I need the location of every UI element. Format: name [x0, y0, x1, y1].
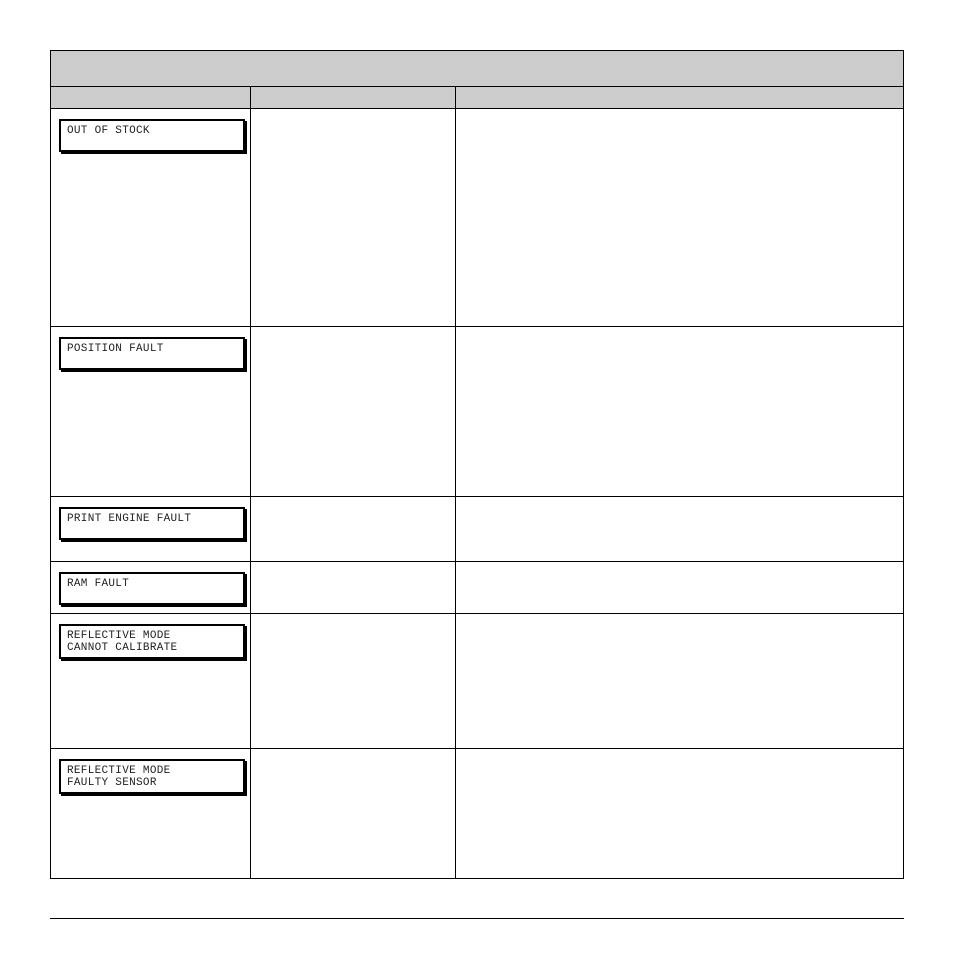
- lcd-display: OUT OF STOCK: [59, 119, 245, 152]
- col-header-display: [51, 87, 251, 109]
- footer-rule: [50, 918, 904, 919]
- lcd-line: RAM FAULT: [67, 578, 237, 590]
- table-title-row: [51, 51, 904, 87]
- lcd-display: POSITION FAULT: [59, 337, 245, 370]
- cell-display: RAM FAULT: [51, 562, 251, 614]
- table-row: PRINT ENGINE FAULT: [51, 497, 904, 562]
- cell-display: OUT OF STOCK: [51, 109, 251, 327]
- lcd-display: PRINT ENGINE FAULT: [59, 507, 245, 540]
- col-header-remedy: [456, 87, 904, 109]
- cell-cause: [251, 562, 456, 614]
- cell-display: PRINT ENGINE FAULT: [51, 497, 251, 562]
- lcd-line: PRINT ENGINE FAULT: [67, 513, 237, 525]
- lcd-display: REFLECTIVE MODE FAULTY SENSOR: [59, 759, 245, 794]
- fault-table: OUT OF STOCK POSITION FAULT PRIN: [50, 50, 904, 879]
- cell-remedy: [456, 749, 904, 879]
- lcd-line: POSITION FAULT: [67, 343, 237, 355]
- table-title-cell: [51, 51, 904, 87]
- table-row: OUT OF STOCK: [51, 109, 904, 327]
- lcd-line: REFLECTIVE MODE: [67, 630, 237, 642]
- cell-display: REFLECTIVE MODE CANNOT CALIBRATE: [51, 614, 251, 749]
- table-row: POSITION FAULT: [51, 327, 904, 497]
- cell-display: POSITION FAULT: [51, 327, 251, 497]
- cell-cause: [251, 327, 456, 497]
- cell-cause: [251, 749, 456, 879]
- lcd-display: REFLECTIVE MODE CANNOT CALIBRATE: [59, 624, 245, 659]
- cell-display: REFLECTIVE MODE FAULTY SENSOR: [51, 749, 251, 879]
- cell-remedy: [456, 562, 904, 614]
- lcd-display: RAM FAULT: [59, 572, 245, 605]
- cell-cause: [251, 109, 456, 327]
- lcd-line: FAULTY SENSOR: [67, 777, 237, 789]
- cell-remedy: [456, 327, 904, 497]
- table-row: REFLECTIVE MODE CANNOT CALIBRATE: [51, 614, 904, 749]
- cell-remedy: [456, 614, 904, 749]
- table-header-row: [51, 87, 904, 109]
- lcd-line: REFLECTIVE MODE: [67, 765, 237, 777]
- col-header-cause: [251, 87, 456, 109]
- cell-remedy: [456, 109, 904, 327]
- lcd-line: CANNOT CALIBRATE: [67, 642, 237, 654]
- table-row: REFLECTIVE MODE FAULTY SENSOR: [51, 749, 904, 879]
- cell-remedy: [456, 497, 904, 562]
- table-row: RAM FAULT: [51, 562, 904, 614]
- lcd-line: OUT OF STOCK: [67, 125, 237, 137]
- page: OUT OF STOCK POSITION FAULT PRIN: [0, 0, 954, 954]
- cell-cause: [251, 497, 456, 562]
- cell-cause: [251, 614, 456, 749]
